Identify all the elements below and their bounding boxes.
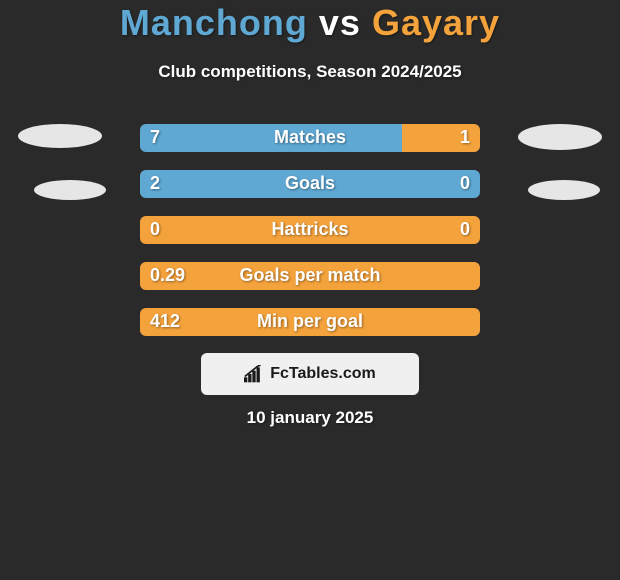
value-left: 412 [150, 311, 180, 332]
brand-box: FcTables.com [201, 353, 419, 395]
date: 10 january 2025 [247, 408, 374, 428]
value-right: 0 [460, 219, 470, 240]
value-left: 2 [150, 173, 160, 194]
value-left: 0 [150, 219, 160, 240]
stat-row: 412 Min per goal [140, 308, 480, 336]
row-label: Min per goal [257, 311, 363, 332]
player-badge [18, 124, 102, 148]
stat-row: 2 0 Goals [140, 170, 480, 198]
brand-text: FcTables.com [270, 365, 376, 383]
stat-row: 7 1 Matches [140, 124, 480, 152]
stat-row: 0 0 Hattricks [140, 216, 480, 244]
row-label: Hattricks [271, 219, 348, 240]
player-badge [528, 180, 600, 200]
title-vs: vs [319, 2, 361, 43]
value-left: 0.29 [150, 265, 185, 286]
player-badge [34, 180, 106, 200]
row-label: Goals per match [239, 265, 380, 286]
subtitle: Club competitions, Season 2024/2025 [158, 62, 461, 82]
value-right: 0 [460, 173, 470, 194]
title-player1: Manchong [120, 2, 308, 43]
stat-row: 0.29 Goals per match [140, 262, 480, 290]
infographic-canvas: Manchong vs Gayary Club competitions, Se… [0, 0, 620, 580]
row-label: Goals [285, 173, 335, 194]
bar-left [140, 124, 402, 152]
row-label: Matches [274, 127, 346, 148]
title: Manchong vs Gayary [120, 2, 500, 44]
player-badge [518, 124, 602, 150]
value-right: 1 [460, 127, 470, 148]
value-left: 7 [150, 127, 160, 148]
bar-chart-icon [244, 365, 264, 383]
title-player2: Gayary [372, 2, 500, 43]
